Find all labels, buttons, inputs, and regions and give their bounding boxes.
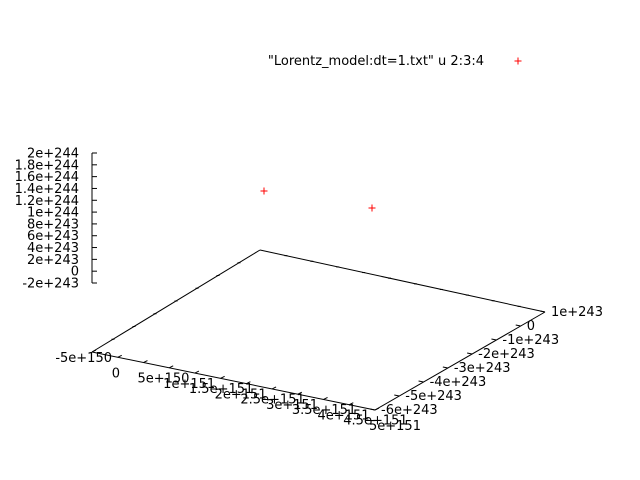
z-tick-label: 0 xyxy=(71,265,79,280)
data-point xyxy=(368,204,376,212)
x-tick-label: 4.5e+151 xyxy=(343,414,407,429)
x-tick-mark xyxy=(323,397,328,400)
y-tick-mark xyxy=(442,366,448,369)
z-tick-label: 6e+243 xyxy=(27,229,79,244)
x-tick-label: -5e+150 xyxy=(55,351,112,366)
y-tick-label: -2e+243 xyxy=(478,347,535,362)
y-tick-mark xyxy=(418,380,424,383)
x-tick-label: 1.5e+151 xyxy=(189,382,253,397)
z-tick-label: 1e+244 xyxy=(27,206,79,221)
y-tick-label: -1e+243 xyxy=(502,333,559,348)
x-tick-label: 2e+151 xyxy=(215,387,267,402)
y-tick-label: -3e+243 xyxy=(454,361,511,376)
z-tick-label: 2e+244 xyxy=(27,147,79,162)
x-tick-mark xyxy=(143,360,148,363)
legend-label: "Lorentz_model:dt=1.txt" u 2:3:4 xyxy=(268,54,484,69)
x-tick-mark xyxy=(117,354,122,358)
legend-marker xyxy=(514,57,522,65)
z-tick-label: 4e+243 xyxy=(27,241,79,256)
y-tick-label: 0 xyxy=(527,319,535,334)
z-axis: 2e+2441.8e+2441.6e+2441.4e+2441.2e+2441e… xyxy=(15,147,97,292)
z-tick-label: 8e+243 xyxy=(27,217,79,232)
x-tick-label: 3.5e+151 xyxy=(292,403,356,418)
legend-marker-plus xyxy=(514,57,522,65)
y-tick-label: -5e+243 xyxy=(405,389,462,404)
base-edge-2 xyxy=(374,311,546,411)
z-tick-label: 1.6e+244 xyxy=(15,170,79,185)
x-tick-mark xyxy=(220,375,225,379)
y-tick-label: -4e+243 xyxy=(430,375,487,390)
x-tick-mark xyxy=(194,370,200,374)
x-tick-mark xyxy=(91,349,97,353)
y-tick-mark xyxy=(491,338,497,341)
y-tick-mark xyxy=(394,394,400,397)
x-tick-label: 5e+151 xyxy=(369,419,421,434)
x-tick-mark xyxy=(168,365,174,369)
z-tick-label: 1.4e+244 xyxy=(15,182,79,197)
data-points xyxy=(260,187,376,212)
y-axis: -6e+243-5e+243-4e+243-3e+243-2e+243-1e+2… xyxy=(369,305,603,418)
x-tick-mark xyxy=(349,402,354,406)
y-tick-mark xyxy=(539,310,546,313)
y-tick-mark xyxy=(369,408,376,411)
z-tick-label: 1.8e+244 xyxy=(15,158,79,173)
legend: "Lorentz_model:dt=1.txt" u 2:3:4 xyxy=(268,54,522,69)
y-tick-label: 1e+243 xyxy=(551,305,603,320)
x-tick-label: 4e+151 xyxy=(318,408,370,423)
x-tick-mark xyxy=(297,391,303,395)
base-edge-1 xyxy=(259,249,546,313)
z-tick-label: 1.2e+244 xyxy=(15,194,79,209)
base-edge-3 xyxy=(91,351,376,411)
x-tick-label: 5e+150 xyxy=(137,372,189,387)
x-tick-mark xyxy=(271,386,277,390)
x-tick-mark xyxy=(374,407,380,411)
z-tick-label: 2e+243 xyxy=(27,253,79,268)
x-tick-label: 1e+151 xyxy=(163,377,215,392)
base-plane-frame xyxy=(91,249,546,411)
data-point xyxy=(260,187,268,195)
x-tick-label: 2.5e+151 xyxy=(240,393,304,408)
x-tick-label: 3e+151 xyxy=(266,398,318,413)
y-tick-mark xyxy=(467,352,473,355)
y-tick-mark xyxy=(515,324,521,327)
x-tick-label: 0 xyxy=(112,366,120,381)
z-tick-label: -2e+243 xyxy=(22,277,79,292)
y-tick-label: -6e+243 xyxy=(381,403,438,418)
x-tick-mark xyxy=(246,381,251,385)
